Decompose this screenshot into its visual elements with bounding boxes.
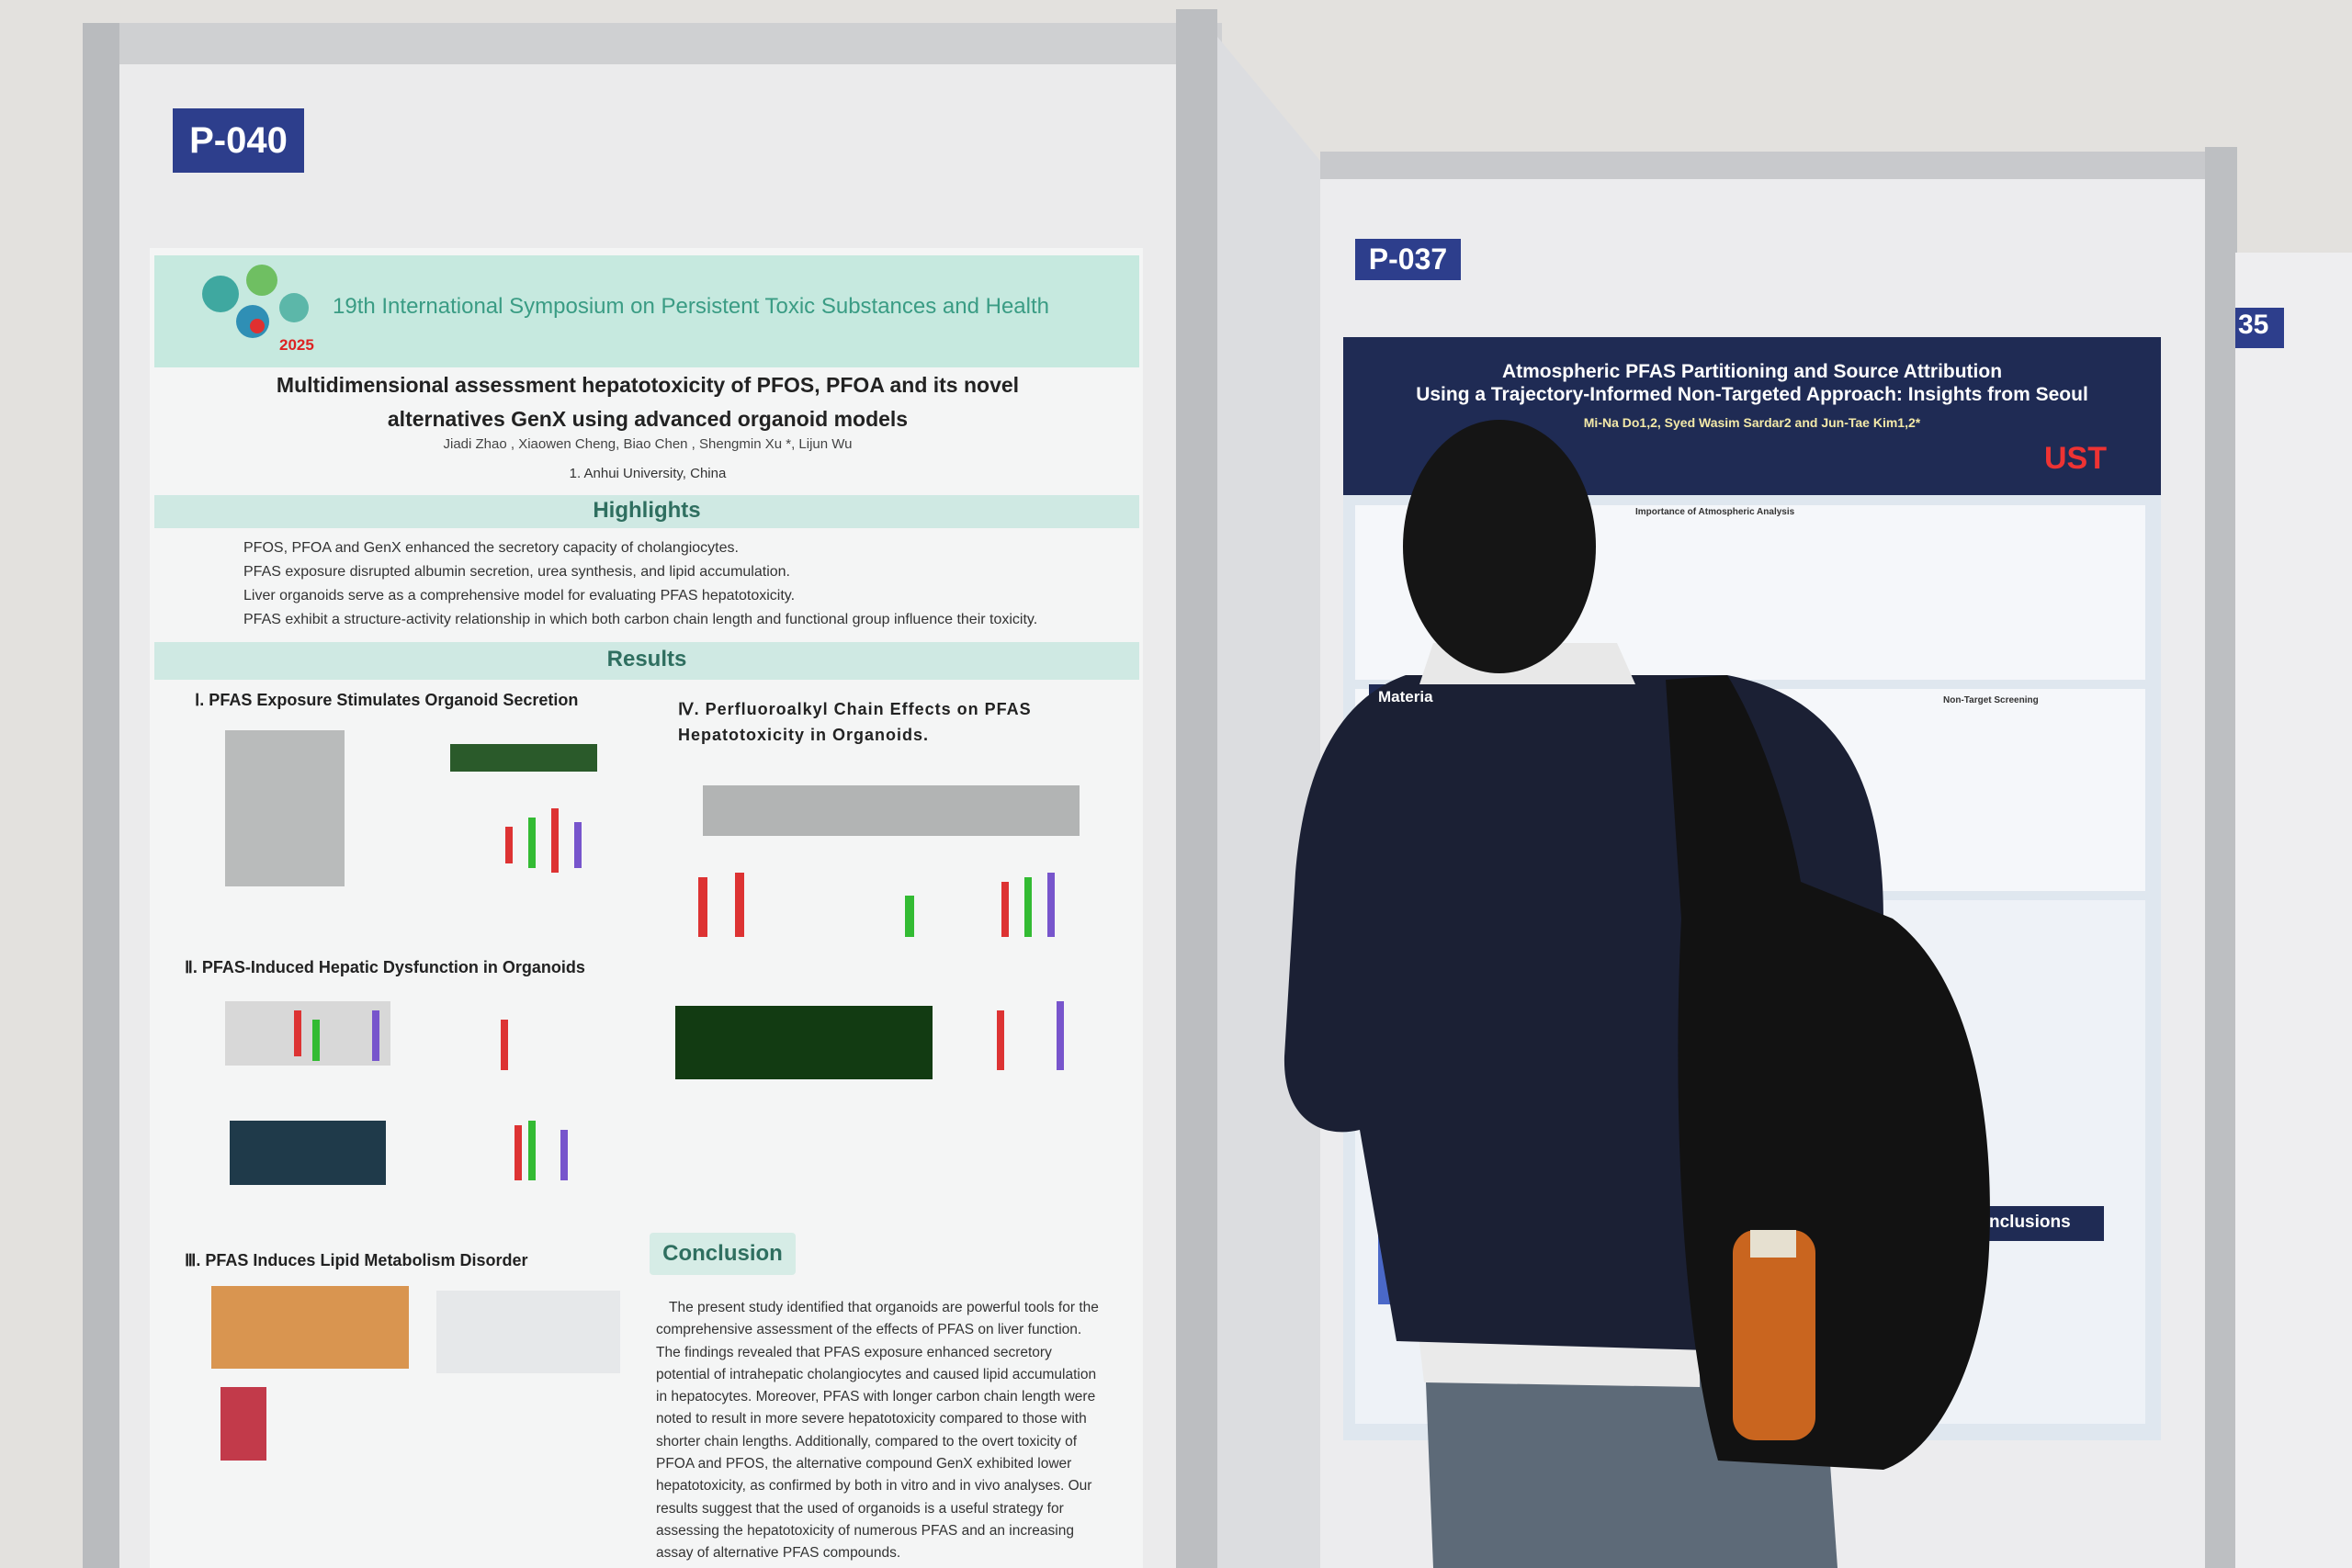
- subsection-heading: Ⅳ. Perfluoroalkyl Chain Effects on PFAS …: [678, 700, 1032, 744]
- symposium-year: 2025: [279, 336, 314, 354]
- logo-text: UST: [2044, 441, 2107, 476]
- logo: [202, 265, 309, 338]
- board-label: P-040: [189, 120, 288, 161]
- board-post: [1176, 9, 1217, 1568]
- band: [154, 642, 1139, 680]
- poster-title: alternatives GenX using advanced organoi…: [387, 407, 909, 431]
- band: [650, 1233, 796, 1275]
- conclusion-text: The present study identified that organo…: [656, 1300, 1099, 1562]
- authors: Mi-Na Do1,2, Syed Wasim Sardar2 and Jun-…: [1583, 415, 1921, 430]
- poster-title: Using a Trajectory-Informed Non-Targeted…: [1416, 384, 2088, 405]
- highlight: PFAS exhibit a structure-activity relati…: [243, 612, 1038, 627]
- section-heading: Materia: [1378, 688, 1433, 705]
- authors: Jiadi Zhao , Xiaowen Cheng, Biao Chen , …: [443, 436, 853, 452]
- board-post: [2205, 147, 2237, 1568]
- board-label-bg: [2235, 308, 2284, 348]
- board-label-bg: [1355, 239, 1461, 280]
- board-label-bg: [173, 108, 304, 173]
- subsection-heading: Ⅰ. PFAS Exposure Stimulates Organoid Sec…: [195, 691, 579, 709]
- highlight: PFAS exposure disrupted albumin secretio…: [243, 564, 790, 580]
- section-heading: nclusions: [1989, 1213, 2071, 1232]
- board-post: [83, 23, 119, 1568]
- side-panel: [1217, 37, 1320, 1568]
- subsection-heading: Ⅱ. PFAS-Induced Hepatic Dysfunction in O…: [185, 958, 585, 976]
- section-heading: Importance of Atmospheric Analysis: [1635, 507, 1795, 517]
- figures: [211, 730, 1080, 1461]
- poster-title: Multidimensional assessment hepatotoxici…: [276, 373, 1020, 397]
- highlight: PFOS, PFOA and GenX enhanced the secreto…: [243, 540, 739, 556]
- board: [2235, 253, 2352, 1568]
- poster-band: [1975, 1206, 2104, 1241]
- poster-title: Atmospheric PFAS Partitioning and Source…: [1501, 361, 2003, 382]
- board-label: 35: [2238, 310, 2269, 340]
- affiliation: 1. Anhui University, China: [569, 466, 727, 481]
- poster-header: [154, 255, 1139, 367]
- section-heading: Results: [606, 647, 687, 671]
- symposium-name: 19th International Symposium on Persiste…: [333, 294, 1049, 319]
- board-label: P-037: [1368, 243, 1448, 276]
- section-heading: Non-Target Screening: [1943, 695, 2039, 705]
- band: [154, 495, 1139, 528]
- section-heading: Conclusion: [662, 1241, 783, 1266]
- highlight: Liver organoids serve as a comprehensive…: [243, 588, 796, 604]
- person: [1283, 420, 1990, 1568]
- subsection-heading: Ⅲ. PFAS Induces Lipid Metabolism Disorde…: [185, 1251, 528, 1269]
- board-frame: [1320, 152, 2234, 179]
- section-heading: Highlights: [593, 498, 701, 523]
